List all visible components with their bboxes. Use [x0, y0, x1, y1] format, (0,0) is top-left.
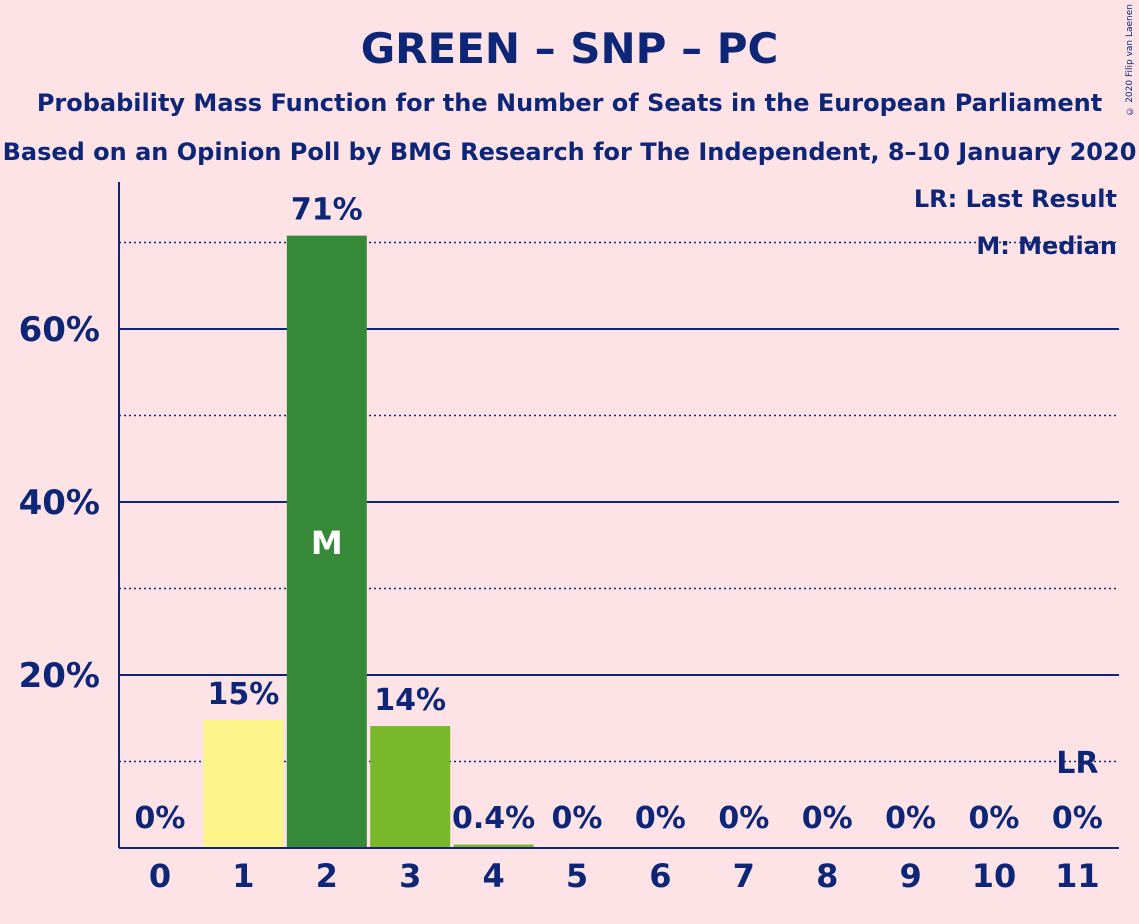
x-tick-label: 7 [733, 857, 755, 895]
bar [203, 719, 284, 848]
last-result-marker: LR [1056, 746, 1098, 781]
data-label: 0% [635, 801, 686, 836]
x-tick-label: 0 [149, 857, 171, 895]
x-tick-label: 8 [816, 857, 838, 895]
x-tick-label: 9 [899, 857, 921, 895]
data-label: 0.4% [452, 801, 535, 836]
legend-last-result: LR: Last Result [913, 185, 1117, 213]
data-label: 0% [552, 801, 603, 836]
data-label: 0% [135, 801, 186, 836]
x-tick-label: 2 [316, 857, 338, 895]
y-tick-label: 60% [19, 310, 100, 350]
data-label: 0% [885, 801, 936, 836]
chart-title: GREEN – SNP – PC [360, 24, 779, 73]
data-label: 14% [374, 683, 446, 718]
y-tick-label: 40% [19, 483, 100, 523]
data-label: 0% [1052, 801, 1103, 836]
y-tick-label: 20% [19, 656, 100, 696]
x-tick-label: 5 [566, 857, 588, 895]
x-tick-label: 1 [232, 857, 254, 895]
data-label: 0% [802, 801, 853, 836]
bar [370, 726, 451, 848]
data-label: 71% [291, 193, 363, 228]
x-tick-label: 3 [399, 857, 421, 895]
data-label: 15% [207, 677, 279, 712]
x-tick-label: 11 [1055, 857, 1100, 895]
data-label: 0% [969, 801, 1020, 836]
bar [286, 235, 367, 848]
x-tick-label: 10 [972, 857, 1017, 895]
data-label: 0% [718, 801, 769, 836]
median-marker: M [311, 524, 343, 562]
x-tick-label: 4 [482, 857, 504, 895]
chart-subtitle-2: Based on an Opinion Poll by BMG Research… [2, 138, 1137, 166]
bar [453, 844, 534, 848]
chart-subtitle-1: Probability Mass Function for the Number… [36, 89, 1103, 117]
legend-median: M: Median [976, 232, 1117, 260]
x-tick-label: 6 [649, 857, 671, 895]
